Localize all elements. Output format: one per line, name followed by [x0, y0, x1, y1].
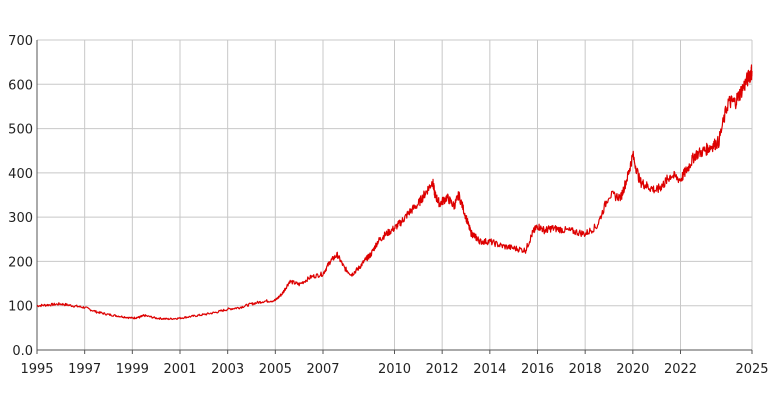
- x-tick-label: 2014: [473, 362, 506, 377]
- y-tick-label: 700: [8, 34, 33, 49]
- tick-labels: 0.0 100 200 300 400 500 600 700 1995 1997 1999 2001…: [8, 34, 768, 377]
- gridlines: [37, 39, 753, 350]
- x-tick-label: 2001: [163, 362, 196, 377]
- y-tick-label: 100: [8, 300, 33, 315]
- y-tick-label: 200: [8, 255, 33, 270]
- x-tick-label: 1997: [68, 362, 101, 377]
- x-tick-label: 2003: [211, 362, 244, 377]
- y-tick-label: 400: [8, 167, 33, 182]
- x-tick-label: 2022: [664, 362, 697, 377]
- y-tick-label: 300: [8, 211, 33, 226]
- axes: [36, 40, 753, 354]
- x-tick-label: 2018: [569, 362, 602, 377]
- x-tick-label: 2012: [426, 362, 459, 377]
- x-tick-label: 2010: [378, 362, 411, 377]
- y-tick-label: 500: [8, 123, 33, 138]
- x-tick-label: 2025: [735, 362, 768, 377]
- x-tick-label: 2007: [306, 362, 339, 377]
- y-tick-label: 0.0: [12, 344, 33, 359]
- x-tick-label: 1999: [116, 362, 149, 377]
- x-tick-label: 2020: [616, 362, 649, 377]
- series-layer: [36, 64, 753, 321]
- y-tick-label: 600: [8, 78, 33, 93]
- x-tick-label: 2016: [521, 362, 554, 377]
- x-tick-label: 1995: [20, 362, 53, 377]
- x-tick-label: 2005: [259, 362, 292, 377]
- series-line: [36, 64, 753, 321]
